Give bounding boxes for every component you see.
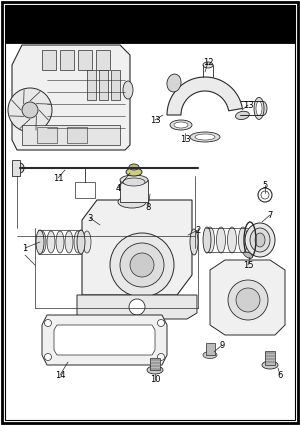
Ellipse shape xyxy=(123,81,133,99)
Text: 11: 11 xyxy=(53,173,63,182)
Ellipse shape xyxy=(203,227,211,253)
Ellipse shape xyxy=(129,164,139,170)
Ellipse shape xyxy=(36,230,44,254)
Circle shape xyxy=(236,288,260,312)
Circle shape xyxy=(44,320,52,326)
Text: 8: 8 xyxy=(145,202,151,212)
Circle shape xyxy=(158,354,164,360)
Ellipse shape xyxy=(83,231,91,253)
Polygon shape xyxy=(82,200,192,295)
Text: 7: 7 xyxy=(267,210,273,219)
Polygon shape xyxy=(167,77,242,115)
Text: 13: 13 xyxy=(243,100,253,110)
Text: 9: 9 xyxy=(219,340,225,349)
Ellipse shape xyxy=(65,231,73,253)
Ellipse shape xyxy=(16,163,24,173)
Ellipse shape xyxy=(147,366,163,374)
Bar xyxy=(150,358,160,370)
Text: 1: 1 xyxy=(22,244,28,252)
Circle shape xyxy=(228,280,268,320)
Ellipse shape xyxy=(203,62,213,68)
Ellipse shape xyxy=(56,231,64,253)
Ellipse shape xyxy=(190,132,220,142)
Polygon shape xyxy=(12,45,130,150)
Bar xyxy=(111,70,120,100)
Text: 14: 14 xyxy=(55,371,65,380)
Text: 6: 6 xyxy=(277,371,283,380)
Ellipse shape xyxy=(74,231,82,253)
Text: 4: 4 xyxy=(116,184,121,193)
Bar xyxy=(87,70,96,100)
Ellipse shape xyxy=(244,252,253,258)
Bar xyxy=(42,50,56,70)
Ellipse shape xyxy=(262,361,278,369)
Text: 2: 2 xyxy=(195,226,201,235)
Ellipse shape xyxy=(77,230,85,254)
Text: 13: 13 xyxy=(150,116,160,125)
Polygon shape xyxy=(42,315,167,365)
Bar xyxy=(12,160,20,176)
Text: 3: 3 xyxy=(87,213,93,223)
Ellipse shape xyxy=(190,229,198,255)
Bar xyxy=(265,351,275,365)
Ellipse shape xyxy=(170,120,192,130)
Circle shape xyxy=(129,299,145,315)
Polygon shape xyxy=(210,260,285,335)
Circle shape xyxy=(110,233,174,297)
Ellipse shape xyxy=(236,111,249,119)
Bar xyxy=(67,127,87,143)
Bar xyxy=(206,343,215,355)
Bar xyxy=(22,125,120,145)
Polygon shape xyxy=(77,295,197,319)
Ellipse shape xyxy=(195,134,215,140)
Ellipse shape xyxy=(47,231,55,253)
Circle shape xyxy=(8,88,52,132)
Ellipse shape xyxy=(203,351,217,359)
Ellipse shape xyxy=(120,175,148,185)
Ellipse shape xyxy=(206,227,214,253)
Bar xyxy=(37,127,57,143)
Polygon shape xyxy=(54,325,155,355)
Circle shape xyxy=(22,102,38,118)
Ellipse shape xyxy=(118,196,146,208)
Text: 13: 13 xyxy=(180,136,190,144)
Ellipse shape xyxy=(250,228,270,252)
Ellipse shape xyxy=(245,223,275,257)
Ellipse shape xyxy=(174,122,188,128)
Text: 5: 5 xyxy=(262,181,268,190)
Ellipse shape xyxy=(123,178,145,186)
Ellipse shape xyxy=(227,227,236,253)
Ellipse shape xyxy=(256,102,262,116)
Bar xyxy=(75,182,95,198)
Circle shape xyxy=(120,243,164,287)
Circle shape xyxy=(44,354,52,360)
Text: 12: 12 xyxy=(203,57,213,66)
Bar xyxy=(60,50,74,70)
Bar xyxy=(78,50,92,70)
Ellipse shape xyxy=(38,231,46,253)
Text: 10: 10 xyxy=(150,376,160,385)
Bar xyxy=(120,180,148,202)
Bar xyxy=(96,50,110,70)
Bar xyxy=(99,70,108,100)
Ellipse shape xyxy=(254,97,264,119)
Ellipse shape xyxy=(217,227,226,253)
Ellipse shape xyxy=(238,227,247,253)
Bar xyxy=(5,5,295,43)
Circle shape xyxy=(158,320,164,326)
Circle shape xyxy=(130,253,154,277)
Ellipse shape xyxy=(167,74,181,92)
Ellipse shape xyxy=(259,102,267,116)
Ellipse shape xyxy=(126,168,142,176)
Text: 15: 15 xyxy=(243,261,253,269)
Ellipse shape xyxy=(255,233,265,247)
